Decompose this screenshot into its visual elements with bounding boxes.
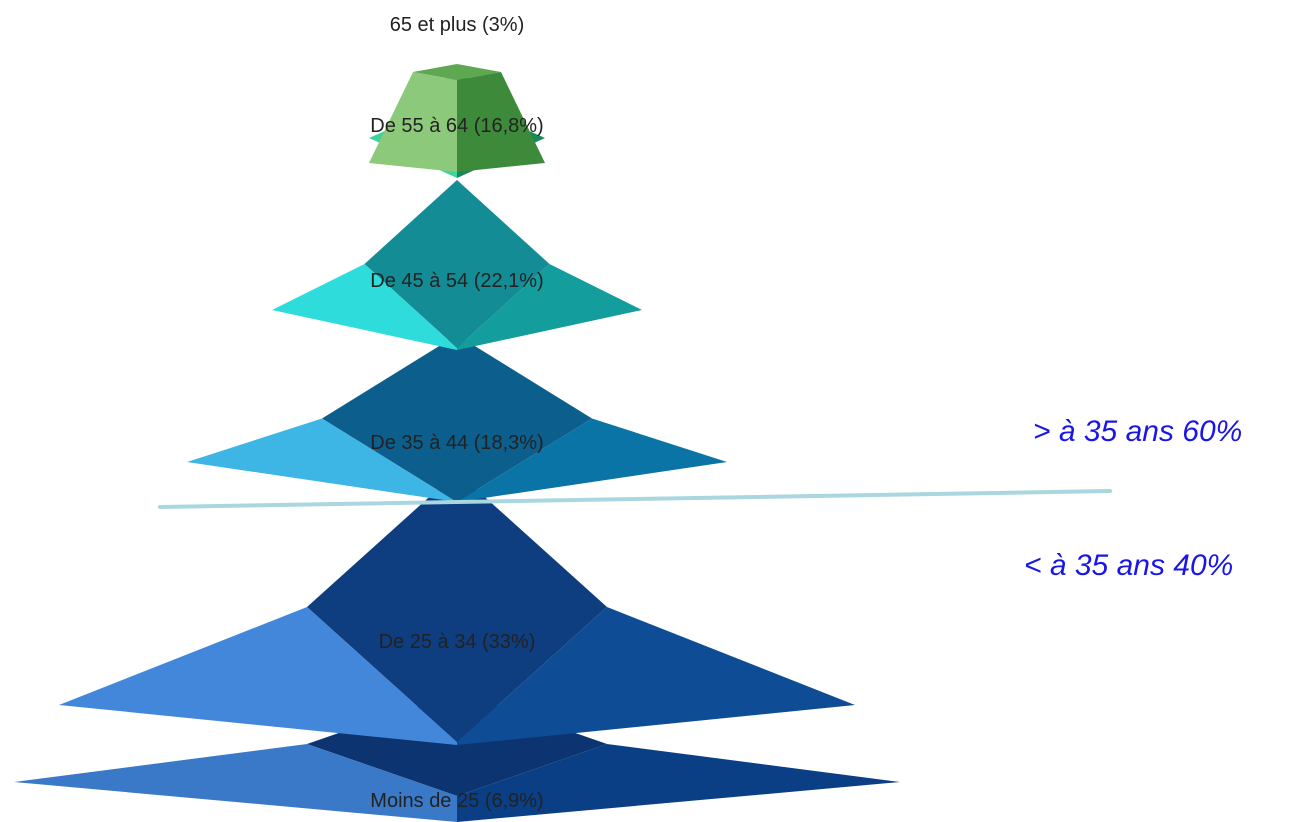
level-label: De 55 à 64 (16,8%) (370, 115, 543, 137)
pyramid-level-right-face (457, 264, 642, 350)
pyramid-level-5 (59, 472, 855, 745)
pyramid-level-right-face (457, 607, 855, 745)
pyramid-level-left-face (272, 264, 457, 350)
age-35-divider-line (158, 489, 1112, 509)
pyramid-level-1 (369, 64, 545, 172)
pyramid-levels (14, 64, 900, 822)
pyramid-level-3 (272, 180, 642, 350)
pyramid-level-4 (187, 335, 727, 502)
pyramid-level-left-face (14, 744, 457, 822)
pyramid-level-left-face (187, 418, 457, 502)
pyramid-level-left-face (369, 72, 457, 172)
annotation-above-35: > à 35 ans 60% (1033, 415, 1242, 448)
pyramid-level-right-face (457, 418, 727, 502)
level-label: 65 et plus (3%) (390, 14, 525, 36)
pyramid-level-left-face (59, 607, 457, 745)
pyramid-level-right-face (457, 744, 900, 822)
level-label: De 35 à 44 (18,3%) (370, 432, 543, 454)
annotation-below-35: < à 35 ans 40% (1024, 549, 1233, 582)
pyramid-labels: 65 et plus (3%) De 55 à 64 (16,8%) De 45 à… (370, 14, 543, 812)
level-label: De 45 à 54 (22,1%) (370, 270, 543, 292)
level-label: Moins de 25 (6,9%) (370, 790, 543, 812)
level-label: De 25 à 34 (33%) (379, 631, 536, 653)
pyramid-level-right-face (457, 72, 545, 172)
